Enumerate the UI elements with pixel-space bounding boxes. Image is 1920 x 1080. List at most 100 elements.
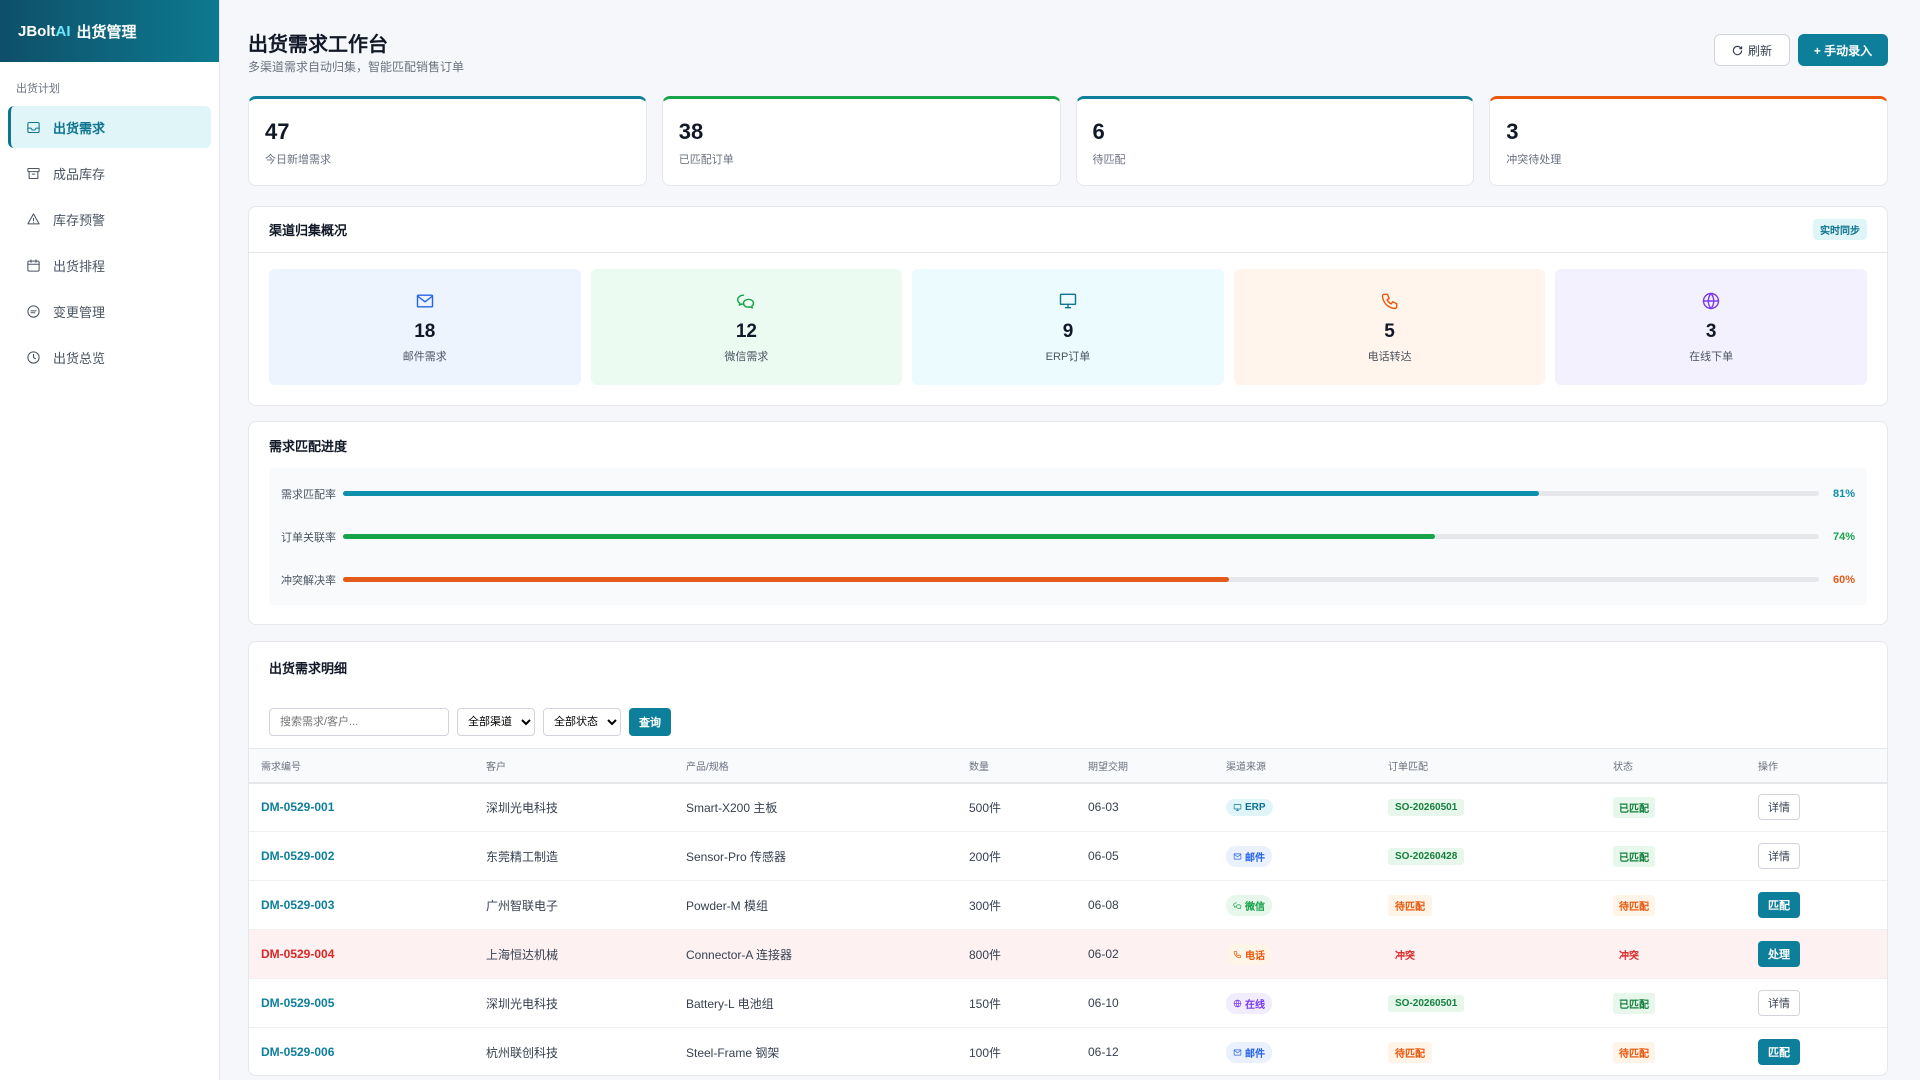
cell-product: Steel-Frame 钢架 xyxy=(674,1027,957,1075)
cell-product: Battery-L 电池组 xyxy=(674,978,957,1028)
channel-label: ERP订单 xyxy=(1045,350,1091,363)
column-header: 渠道来源 xyxy=(1214,748,1376,784)
channel-tile[interactable]: 3 在线下单 xyxy=(1555,269,1867,385)
page-title: 出货需求工作台 xyxy=(248,34,388,56)
page-subtitle: 多渠道需求自动归集，智能匹配销售订单 xyxy=(248,60,465,74)
search-input[interactable] xyxy=(269,708,449,736)
cell-product: Connector-A 连接器 xyxy=(674,929,957,979)
kpi-value: 38 xyxy=(678,119,704,144)
column-header: 操作 xyxy=(1746,748,1887,784)
demand-id-link[interactable]: DM-0529-004 xyxy=(261,947,335,961)
row-action-button[interactable]: 匹配 xyxy=(1758,892,1800,918)
manual-entry-button[interactable]: + 手动录入 xyxy=(1798,34,1888,66)
refresh-icon xyxy=(1732,45,1743,55)
refresh-button[interactable]: 刷新 xyxy=(1714,34,1790,66)
channel-tile[interactable]: 5 电话转达 xyxy=(1233,269,1546,385)
channel-tile[interactable]: 12 微信需求 xyxy=(590,269,903,385)
cell-customer: 广州智联电子 xyxy=(474,880,674,930)
demand-table: 需求编号 客户 产品/规格 数量 期望交期 渠道来源 订单匹配 状态 操作 DM-0529-00… xyxy=(249,748,1887,1075)
sidebar-item-label: 库存预警 xyxy=(53,212,106,228)
refresh-label: 刷新 xyxy=(1747,43,1772,58)
table-row[interactable]: DM-0529-001 深圳光电科技 Smart-X200 主板 500件 06-03 E… xyxy=(249,782,1887,832)
row-action-button[interactable]: 处理 xyxy=(1758,941,1800,967)
progress-fill xyxy=(343,577,1229,582)
channel-label: 邮件需求 xyxy=(402,350,447,363)
table-row[interactable]: DM-0529-004 上海恒达机械 Connector-A 连接器 800件 06-0… xyxy=(249,929,1887,979)
cell-date: 06-12 xyxy=(1076,1027,1214,1075)
status-filter-select[interactable]: 全部状态 xyxy=(543,708,621,736)
archive-icon xyxy=(27,167,40,179)
match-progress-card: 需求匹配进度 需求匹配率 81% 订单关联率 74% 冲突解决率 60% xyxy=(248,421,1888,625)
channel-chip: 微信 xyxy=(1226,894,1272,916)
row-action-button[interactable]: 详情 xyxy=(1758,794,1800,821)
progress-value: 74% xyxy=(1832,530,1855,543)
progress-label: 需求匹配率 xyxy=(281,488,336,501)
sidebar-item-5[interactable]: 变更管理 xyxy=(8,290,211,332)
order-match-badge: 待匹配 xyxy=(1388,894,1432,916)
channel-label: 电话转达 xyxy=(1367,350,1412,363)
cell-order: SO-20260501 xyxy=(1376,782,1601,832)
mail-icon xyxy=(1233,853,1242,859)
clock-icon xyxy=(27,350,40,364)
demand-id-link[interactable]: DM-0529-003 xyxy=(261,898,335,912)
channel-tile[interactable]: 18 邮件需求 xyxy=(269,269,581,385)
demand-id-link[interactable]: DM-0529-006 xyxy=(261,1045,335,1059)
brand-logo[interactable]: JBolt AI 出货管理 xyxy=(0,0,219,62)
table-row[interactable]: DM-0529-003 广州智联电子 Powder-M 模组 300件 06-08 微信 待… xyxy=(249,880,1887,930)
kpi-card: 6 待匹配 xyxy=(1075,96,1475,186)
sidebar-nav: 出货需求 成品库存库存预警出货排程 变更管理 出货总览 xyxy=(0,106,219,378)
channel-overview-card: 渠道归集概况 实时同步 18 邮件需求 12 微信需求 9 ERP订单 5 电话转达 3 在线下单 xyxy=(248,206,1888,406)
progress-row: 订单关联率 74% xyxy=(269,515,1867,558)
cell-qty: 300件 xyxy=(957,880,1076,930)
table-toolbar: 全部渠道 全部状态 查询 xyxy=(249,692,1887,748)
table-header-row: 需求编号 客户 产品/规格 数量 期望交期 渠道来源 订单匹配 状态 操作 xyxy=(249,748,1887,784)
progress-fill xyxy=(343,534,1436,539)
cell-action: 详情 xyxy=(1746,978,1887,1028)
cell-order: SO-20260501 xyxy=(1376,978,1601,1028)
globe-icon xyxy=(1702,292,1720,309)
cell-product: Powder-M 模组 xyxy=(674,880,957,930)
cell-date: 06-05 xyxy=(1076,831,1214,881)
row-action-button[interactable]: 详情 xyxy=(1758,990,1800,1016)
table-body: DM-0529-001 深圳光电科技 Smart-X200 主板 500件 06-03 E… xyxy=(249,782,1887,1075)
cell-product: Smart-X200 主板 xyxy=(674,782,957,832)
cell-id: DM-0529-004 xyxy=(249,929,474,979)
cell-channel: 电话 xyxy=(1214,929,1376,979)
mail-icon xyxy=(416,293,434,308)
row-action-button[interactable]: 详情 xyxy=(1758,843,1800,869)
cell-status: 待匹配 xyxy=(1601,880,1746,930)
progress-card-title: 需求匹配进度 xyxy=(269,438,348,454)
sidebar-item-6[interactable]: 出货总览 xyxy=(8,336,211,378)
row-action-button[interactable]: 匹配 xyxy=(1758,1039,1800,1065)
demand-id-link[interactable]: DM-0529-001 xyxy=(261,800,335,815)
channel-filter-select[interactable]: 全部渠道 xyxy=(457,708,535,736)
table-row[interactable]: DM-0529-005 深圳光电科技 Battery-L 电池组 150件 06-10 在… xyxy=(249,978,1887,1028)
cell-id: DM-0529-001 xyxy=(249,782,474,832)
query-button[interactable]: 查询 xyxy=(629,708,671,736)
brand-ai: AI xyxy=(55,22,71,40)
sidebar-item-3[interactable]: 库存预警 xyxy=(8,198,211,240)
sidebar-item-2[interactable]: 成品库存 xyxy=(8,152,211,194)
demand-id-link[interactable]: DM-0529-005 xyxy=(261,996,335,1010)
cell-date: 06-10 xyxy=(1076,978,1214,1028)
kpi-value: 6 xyxy=(1092,119,1105,144)
monitor-icon xyxy=(1233,803,1242,811)
channel-chip: ERP xyxy=(1226,798,1273,816)
channel-tile[interactable]: 9 ERP订单 xyxy=(912,269,1224,385)
kpi-row: 47 今日新增需求 38 已匹配订单 6 待匹配 3 冲突待处理 xyxy=(248,96,1888,186)
status-badge: 已匹配 xyxy=(1613,845,1655,867)
sidebar-item-1[interactable]: 出货需求 xyxy=(8,106,211,148)
demand-id-link[interactable]: DM-0529-002 xyxy=(261,849,335,863)
wechat-icon xyxy=(1233,902,1242,909)
order-match-badge: 冲突 xyxy=(1395,950,1415,962)
channel-label: 在线下单 xyxy=(1689,350,1734,363)
cell-id: DM-0529-002 xyxy=(249,831,474,881)
cell-order: 冲突 xyxy=(1376,929,1601,979)
status-badge: 冲突 xyxy=(1619,950,1639,962)
cell-channel: 邮件 xyxy=(1214,1027,1376,1075)
table-row[interactable]: DM-0529-002 东莞精工制造 Sensor-Pro 传感器 200件 06-05… xyxy=(249,831,1887,881)
sidebar-item-4[interactable]: 出货排程 xyxy=(8,244,211,286)
cell-qty: 100件 xyxy=(957,1027,1076,1075)
cell-customer: 深圳光电科技 xyxy=(474,978,674,1028)
table-row[interactable]: DM-0529-006 杭州联创科技 Steel-Frame 钢架 100件 06-12… xyxy=(249,1027,1887,1075)
